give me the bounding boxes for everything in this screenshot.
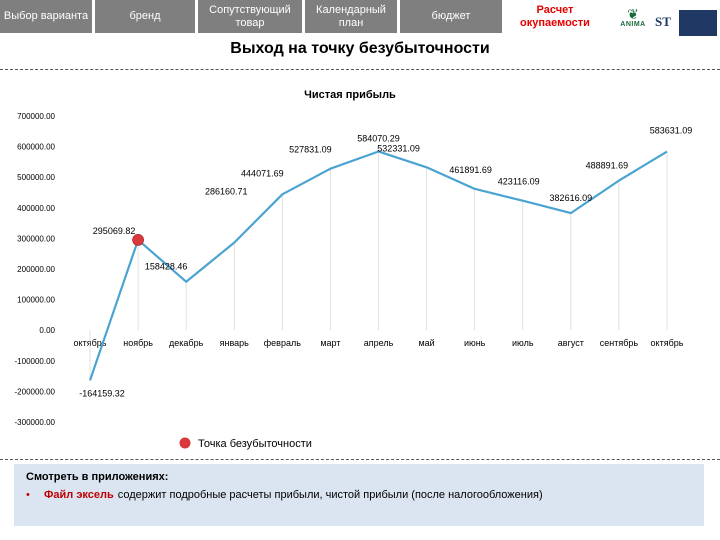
data-label: 158428.46 (145, 262, 188, 272)
x-tick-label: июль (512, 338, 534, 348)
logo-area: ❦ ANIMA ST (608, 0, 720, 38)
tab-payback-calc[interactable]: Расчет окупаемости (505, 0, 605, 33)
tab-related-product[interactable]: Сопутствующий товар (198, 0, 302, 33)
anima-logo-text: ANIMA (620, 21, 646, 28)
st-logo: ST (655, 14, 671, 29)
leaf-icon: ❦ (627, 6, 639, 22)
data-label: 461891.69 (449, 165, 492, 175)
y-tick-label: -100000.00 (15, 357, 56, 366)
appendix-note: Смотреть в приложениях: • Файл эксель со… (14, 464, 704, 526)
data-label: 444071.69 (241, 168, 284, 178)
tab-variant-choice[interactable]: Выбор варианта (0, 0, 92, 33)
x-tick-label: ноябрь (123, 338, 153, 348)
data-label: 527831.09 (289, 145, 332, 155)
net-profit-chart: Чистая прибыль -300000.00 -200000.00 -1000… (0, 72, 720, 457)
bullet-dot: • (26, 489, 30, 501)
x-tick-label: июнь (464, 338, 486, 348)
tab-label: Сопутствующий товар (209, 3, 291, 29)
x-tick-label: август (558, 338, 584, 348)
x-axis-labels: октябрь ноябрь декабрь январь февраль март апр… (74, 338, 684, 348)
data-label: 286160.71 (205, 187, 248, 197)
data-label: 295069.82 (93, 226, 136, 236)
anima-logo: ❦ ANIMA (612, 6, 654, 34)
nav-tabs: Выбор варианта бренд Сопутствующий товар… (0, 0, 605, 33)
data-labels: -164159.32 295069.82 158428.46 286160.71 444… (79, 126, 692, 399)
net-profit-line (88, 150, 668, 381)
x-tick-label: май (418, 338, 434, 348)
legend-label: Точка безубыточности (198, 438, 312, 450)
page-title: Выход на точку безубыточности (230, 40, 490, 57)
data-label: 382616.09 (550, 193, 593, 203)
data-label: 488891.69 (586, 161, 629, 171)
y-tick-label: 400000.00 (17, 204, 55, 213)
data-label: 423116.09 (498, 177, 540, 187)
tab-label: Календарный план (316, 3, 386, 29)
drop-lines (89, 151, 668, 381)
top-divider (0, 69, 720, 70)
tab-label: бренд (129, 10, 161, 22)
breakeven-markers (132, 234, 144, 246)
x-tick-label: декабрь (169, 338, 204, 348)
tab-calendar-plan[interactable]: Календарный план (305, 0, 397, 33)
y-tick-label: 200000.00 (17, 265, 55, 274)
chart-title: Чистая прибыль (304, 89, 396, 101)
chart-svg: Чистая прибыль -300000.00 -200000.00 -1000… (15, 89, 693, 450)
navy-logo (679, 10, 717, 36)
tab-budget[interactable]: бюджет (400, 0, 502, 33)
tab-label: бюджет (431, 10, 471, 22)
tab-label: Расчет окупаемости (520, 3, 590, 29)
y-tick-label: 500000.00 (17, 173, 55, 182)
appendix-heading: Смотреть в приложениях: (26, 471, 169, 483)
y-tick-label: 600000.00 (17, 143, 55, 152)
tab-brand[interactable]: бренд (95, 0, 195, 33)
y-axis-labels: -300000.00 -200000.00 -100000.00 0.00 100000… (15, 112, 56, 427)
y-tick-label: 0.00 (39, 326, 55, 335)
x-tick-label: январь (220, 338, 250, 348)
y-tick-label: -300000.00 (15, 418, 56, 427)
data-label: 584070.29 (357, 133, 400, 143)
y-tick-label: 100000.00 (17, 296, 55, 305)
appendix-text: содержит подробные расчеты прибыли, чист… (117, 489, 543, 501)
y-tick-label: 700000.00 (17, 112, 55, 121)
x-tick-label: февраль (264, 338, 301, 348)
data-label: 583631.09 (650, 126, 693, 136)
tab-label: Выбор варианта (3, 10, 89, 22)
legend-marker (179, 437, 191, 449)
bottom-divider (0, 459, 720, 460)
y-tick-label: -200000.00 (15, 387, 56, 396)
excel-file-link[interactable]: Файл эксель (44, 489, 114, 501)
appendix-bullet: • Файл эксель содержит подробные расчеты… (26, 489, 692, 501)
x-tick-label: март (320, 338, 340, 348)
x-tick-label: октябрь (651, 338, 684, 348)
data-label: -164159.32 (79, 388, 125, 398)
x-tick-label: апрель (364, 338, 394, 348)
x-tick-label: сентябрь (600, 338, 639, 348)
data-label: 532331.09 (377, 143, 420, 153)
chart-legend: Точка безубыточности (179, 437, 312, 450)
y-tick-label: 300000.00 (17, 234, 55, 243)
breakeven-point (132, 234, 144, 246)
